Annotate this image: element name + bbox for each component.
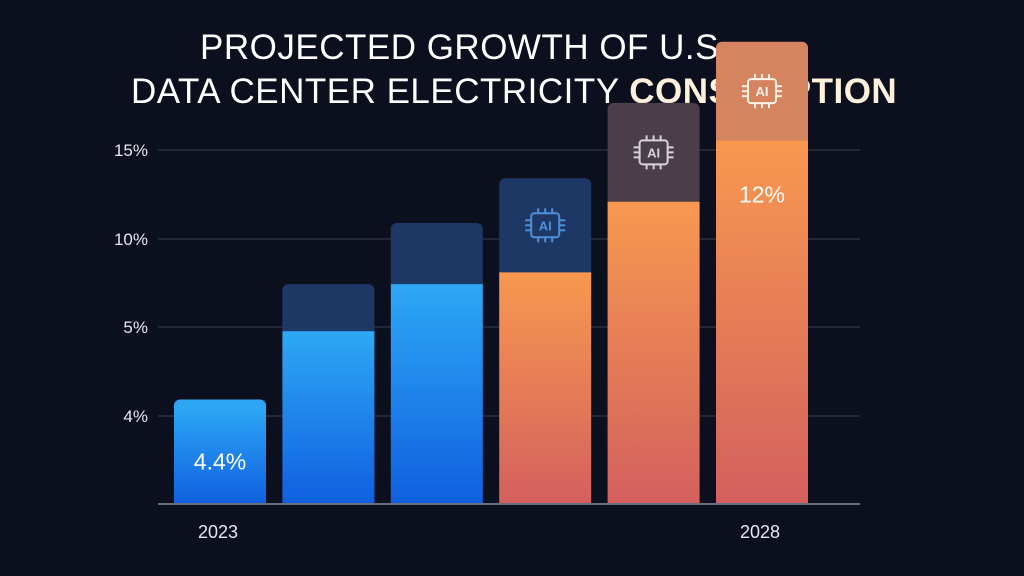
chart-title-line-2-main: DATA CENTER ELECTRICITY — [131, 72, 630, 111]
bar-5 — [607, 102, 700, 504]
bar-4 — [499, 178, 592, 503]
bar-value-label: 12% — [739, 182, 785, 208]
ai-chip-label: AI — [539, 218, 552, 233]
y-tick-label: 4% — [123, 407, 148, 426]
bar-value — [390, 284, 483, 503]
bar-6 — [716, 41, 808, 503]
bar-value — [499, 272, 592, 503]
ai-chip-label: AI — [647, 145, 660, 160]
y-axis-tick-labels: 4% 5% 10% 15% — [114, 141, 148, 426]
bar-value — [282, 331, 375, 503]
x-tick-label: 2028 — [740, 522, 780, 542]
x-axis-tick-labels: 2023 2028 — [198, 522, 780, 542]
bar-2 — [282, 284, 375, 503]
bar-ai-cap — [607, 102, 700, 208]
y-tick-label: 5% — [123, 318, 148, 337]
ai-chip-icon: AI — [633, 135, 674, 170]
ai-chip-icon: AI — [525, 208, 566, 243]
y-tick-label: 15% — [114, 141, 148, 160]
bar-ai-cap — [499, 178, 592, 279]
bar-value-body — [174, 405, 266, 503]
ai-chip-icon: AI — [742, 74, 782, 109]
ai-chip-label: AI — [756, 84, 769, 99]
bar-ai-cap — [282, 284, 375, 338]
bar-1 — [174, 399, 266, 503]
bars: AI AI AI 4.4% 12% — [174, 41, 808, 504]
bar-value — [716, 140, 808, 503]
bar-3 — [390, 222, 483, 503]
bar-ai-cap — [716, 41, 808, 147]
chart-title-line-1: PROJECTED GROWTH OF U.S. — [200, 28, 730, 67]
bar-value-label: 4.4% — [194, 448, 246, 474]
y-tick-label: 10% — [114, 230, 148, 249]
x-tick-label: 2023 — [198, 522, 238, 542]
chart-title-line-2: DATA CENTER ELECTRICITY CONSUMPTION — [131, 72, 897, 112]
bar-value — [607, 201, 700, 504]
bar-ai-cap — [390, 222, 483, 291]
